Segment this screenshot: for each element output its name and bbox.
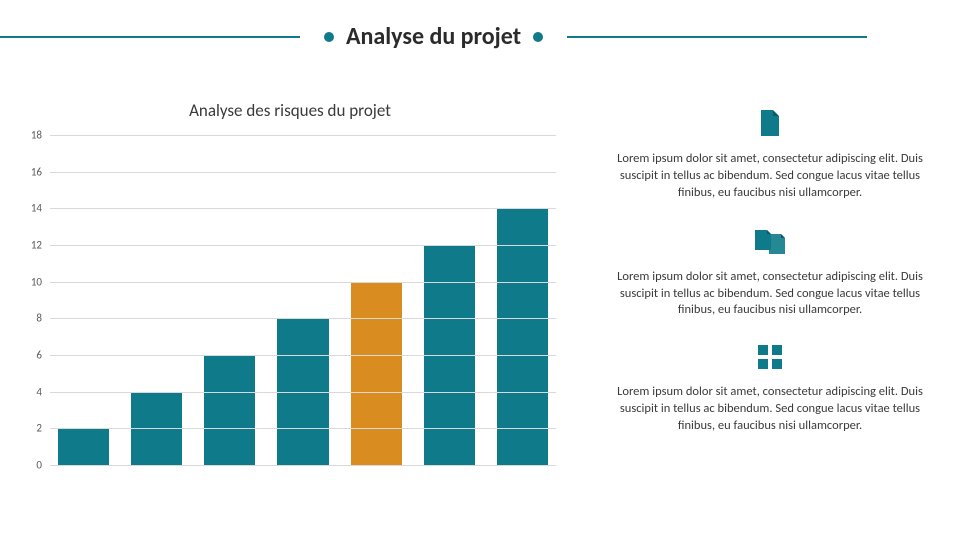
header-rule-right (567, 36, 867, 38)
chart-y-tick-label: 16 (31, 165, 42, 178)
docs-stack-icon (755, 228, 785, 254)
chart-y-tick-label: 4 (36, 385, 42, 398)
info-block-1: Lorem ipsum dolor sit amet, consectetur … (600, 110, 940, 202)
chart-y-tick-label: 14 (31, 202, 42, 215)
header-dot-right (533, 32, 543, 42)
chart-y-tick-label: 12 (31, 239, 42, 252)
info-text: Lorem ipsum dolor sit amet, consectetur … (600, 151, 940, 202)
chart-gridline (50, 172, 556, 173)
chart-gridline (50, 245, 556, 246)
chart-bar (351, 282, 402, 465)
chart-gridline (50, 282, 556, 283)
chart-y-tick-label: 0 (36, 459, 42, 472)
chart-y-tick-label: 6 (36, 349, 42, 362)
info-block-2: Lorem ipsum dolor sit amet, consectetur … (600, 228, 940, 320)
chart-bars (50, 135, 556, 465)
chart-bar (204, 355, 255, 465)
header-dot-left (324, 32, 334, 42)
chart-gridline (50, 135, 556, 136)
chart-gridline (50, 355, 556, 356)
info-block-3: Lorem ipsum dolor sit amet, consectetur … (600, 345, 940, 435)
chart-y-tick-label: 2 (36, 422, 42, 435)
chart-plot-area (50, 135, 556, 465)
header: Analyse du projet (0, 22, 960, 51)
chart-gridline (50, 318, 556, 319)
page-title: Analyse du projet (346, 22, 521, 51)
chart-bar (58, 428, 109, 465)
chart-y-tick-label: 8 (36, 312, 42, 325)
info-column: Lorem ipsum dolor sit amet, consectetur … (600, 110, 940, 461)
slide: Analyse du projet Analyse des risques du… (0, 0, 960, 540)
chart-gridline (50, 208, 556, 209)
chart-gridline (50, 428, 556, 429)
chart-bar (497, 208, 548, 465)
header-rule-left (0, 36, 300, 38)
document-icon (759, 110, 781, 136)
chart-gridline (50, 465, 556, 466)
chart-y-tick-label: 18 (31, 129, 42, 142)
chart: Analyse des risques du projet 0 2 4 6 8 10 12 1… (20, 100, 560, 500)
chart-plot: 024681012141618 (20, 135, 560, 465)
chart-title: Analyse des risques du projet (20, 100, 560, 121)
chart-y-tick-label: 10 (31, 275, 42, 288)
info-text: Lorem ipsum dolor sit amet, consectetur … (600, 384, 940, 435)
chart-y-axis: 024681012141618 (20, 135, 46, 465)
info-text: Lorem ipsum dolor sit amet, consectetur … (600, 269, 940, 320)
chart-gridline (50, 392, 556, 393)
grid-icon (758, 345, 782, 369)
